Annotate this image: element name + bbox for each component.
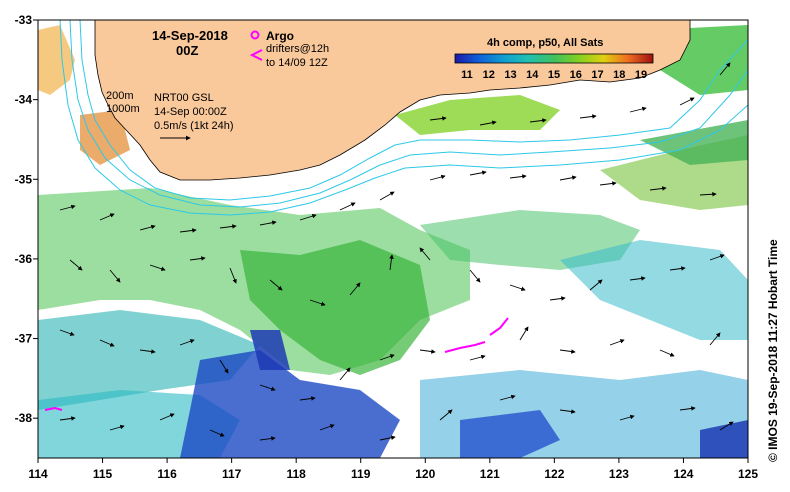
x-tick-label: 115 xyxy=(93,467,113,481)
x-tick-label: 118 xyxy=(287,467,307,481)
y-tick-label: -37 xyxy=(15,332,33,346)
colorbar-tick-label: 17 xyxy=(591,69,603,81)
argo-label: Argo xyxy=(266,29,294,43)
y-tick-label: -35 xyxy=(15,172,33,186)
argo-legend: Argo drifters@12h to 14/09 12Z xyxy=(249,29,329,69)
x-tick-label: 117 xyxy=(222,467,242,481)
colorbar-tick-label: 14 xyxy=(526,69,539,81)
contour-label-1000: 1000m xyxy=(106,103,140,115)
drifter-marker-icon xyxy=(249,49,263,61)
plot-frame xyxy=(37,19,749,459)
colorbar-tick-label: 15 xyxy=(548,69,560,81)
x-tick-label: 119 xyxy=(351,467,371,481)
x-tick-label: 124 xyxy=(673,467,693,481)
credit-label: © IMOS 19-Sep-2018 11:27 Hobart Time xyxy=(766,239,780,462)
time-title: 00Z xyxy=(176,43,198,58)
date-title: 14-Sep-2018 xyxy=(152,28,228,43)
colorbar-title: 4h comp, p50, All Sats xyxy=(487,37,603,49)
x-tick-label: 122 xyxy=(544,467,564,481)
colorbar-tick-label: 19 xyxy=(635,69,647,81)
drifter-label-2: to 14/09 12Z xyxy=(266,57,328,69)
x-tick-label: 114 xyxy=(28,467,48,481)
x-tick-label: 123 xyxy=(609,467,629,481)
x-tick-label: 116 xyxy=(157,467,177,481)
colorbar-tick-label: 18 xyxy=(613,69,625,81)
y-tick-label: -36 xyxy=(15,252,33,266)
product-line-1: NRT00 GSL xyxy=(154,92,214,104)
x-tick-label: 120 xyxy=(415,467,435,481)
colorbar-tick-label: 11 xyxy=(461,69,473,81)
x-tick-label: 121 xyxy=(480,467,500,481)
contour-label-200: 200m xyxy=(106,90,134,102)
x-tick-label: 125 xyxy=(738,467,758,481)
x-axis: 114 115 116 117 118 119 120 121 122 123 124 125 xyxy=(28,458,758,481)
y-tick-label: -33 xyxy=(15,13,33,27)
current-vectors xyxy=(59,62,734,441)
y-tick-label: -38 xyxy=(15,411,33,425)
y-tick-label: -34 xyxy=(15,93,33,107)
bathymetry-contours xyxy=(59,20,748,216)
drifter-label-1: drifters@12h xyxy=(266,43,329,55)
colorbar-tick-label: 16 xyxy=(570,69,582,81)
y-axis: -33 -34 -35 -36 -37 -38 xyxy=(15,13,38,425)
product-line-2: 14-Sep 00:00Z xyxy=(154,106,227,118)
product-line-3: 0.5m/s (1kt 24h) xyxy=(154,120,233,132)
colorbar: 4h comp, p50, All Sats 11 12 13 14 15 16 17 18 1… xyxy=(454,37,654,81)
drifter-tracks xyxy=(44,317,509,411)
colorbar-scale xyxy=(454,53,654,64)
argo-marker-icon xyxy=(250,30,260,40)
colorbar-tick-label: 13 xyxy=(504,69,516,81)
colorbar-tick-label: 12 xyxy=(483,69,495,81)
sst-patches xyxy=(38,25,748,458)
